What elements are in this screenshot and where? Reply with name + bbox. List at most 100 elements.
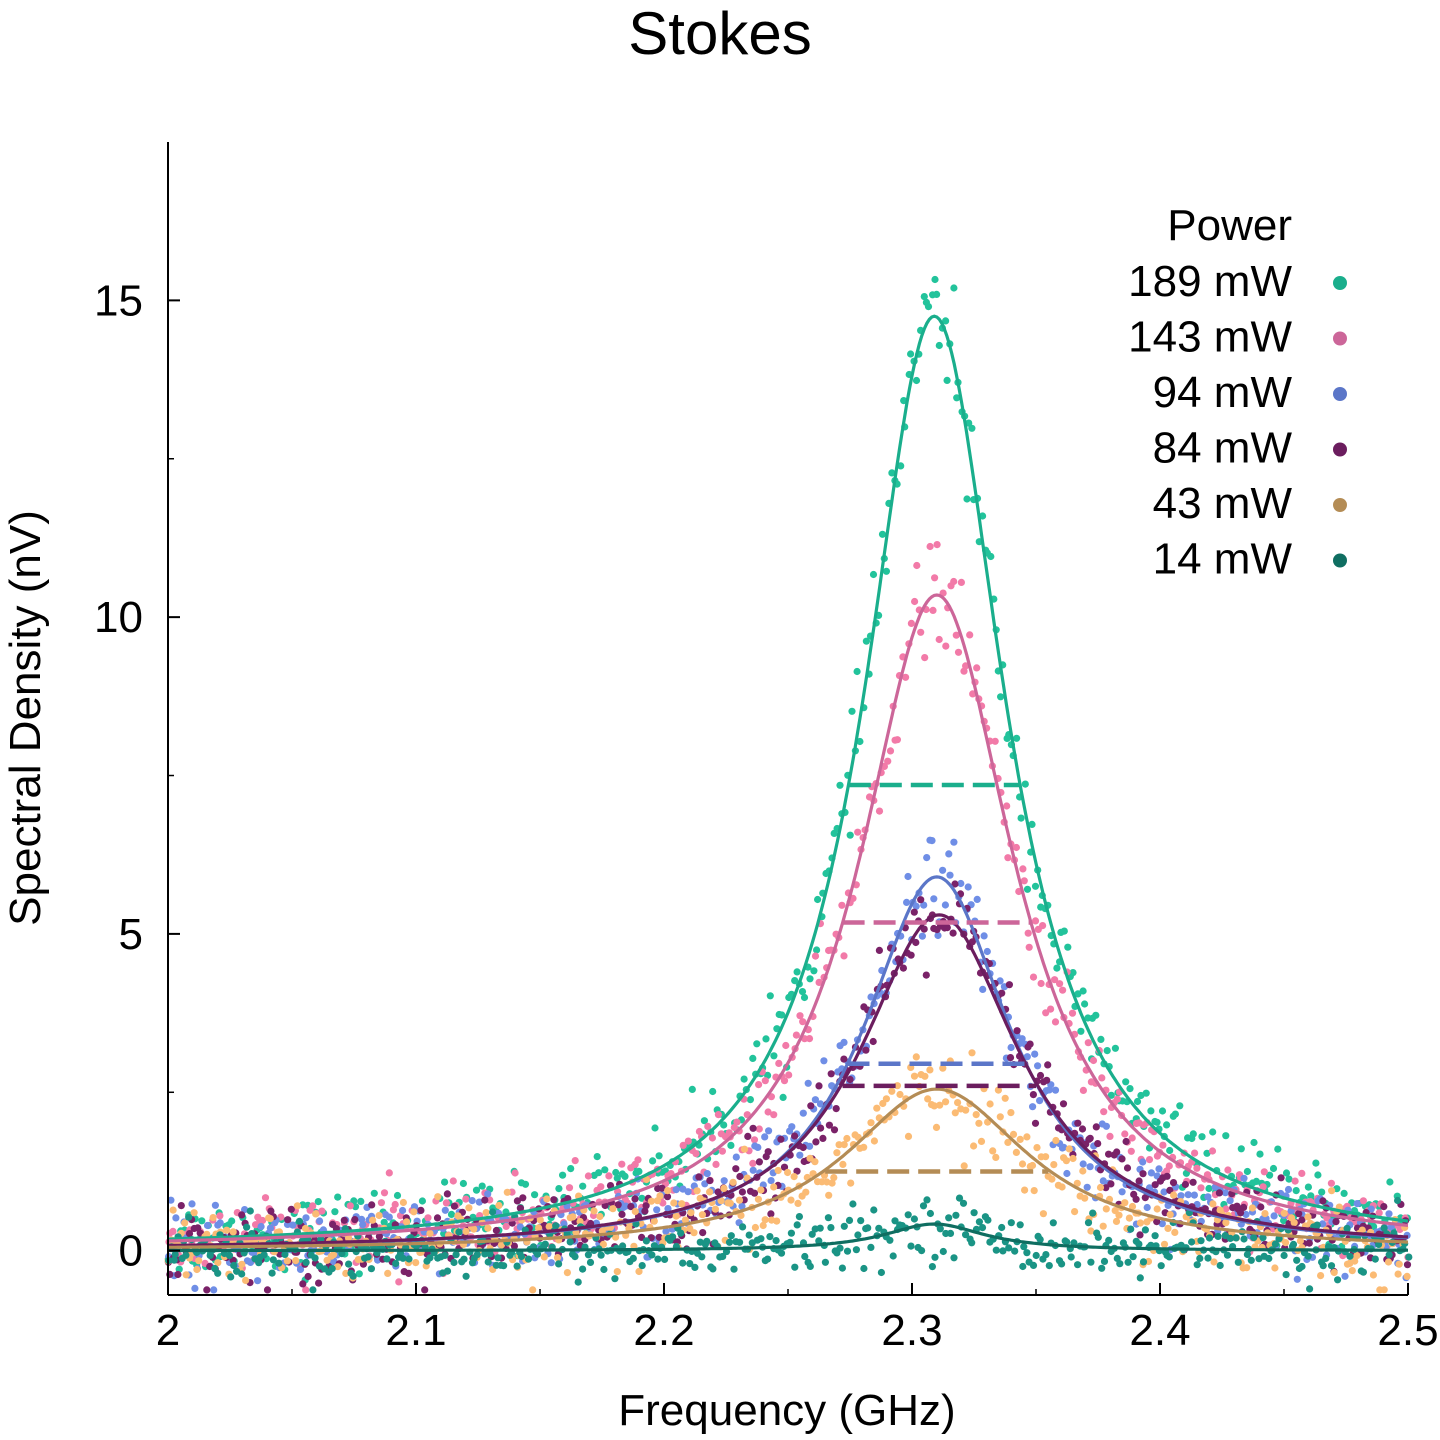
data-point (699, 1229, 707, 1237)
data-point (739, 1223, 747, 1231)
half-max-lines-layer (825, 782, 1049, 1174)
data-point (1171, 1228, 1179, 1236)
data-point (1292, 1187, 1300, 1195)
data-point (1092, 1011, 1100, 1019)
data-point (718, 1147, 727, 1155)
data-point (819, 1134, 827, 1142)
data-point (849, 1200, 857, 1208)
data-point (762, 1035, 770, 1043)
data-point (283, 1257, 291, 1265)
data-point (648, 1251, 656, 1259)
data-point (755, 1081, 763, 1089)
data-point (559, 1171, 567, 1179)
data-point (214, 1259, 222, 1267)
data-point (936, 1225, 944, 1233)
data-point (359, 1221, 367, 1229)
data-point (1042, 1251, 1050, 1259)
data-point (1289, 1240, 1298, 1248)
data-point (417, 1206, 425, 1214)
data-point (815, 1237, 823, 1245)
data-point (426, 1229, 434, 1237)
data-point (1243, 1167, 1251, 1176)
data-point (1334, 1276, 1342, 1284)
data-point (791, 1263, 799, 1271)
data-point (934, 931, 942, 940)
data-point (928, 837, 936, 845)
data-point (460, 1255, 468, 1263)
data-point (672, 1212, 680, 1220)
data-point (1304, 1183, 1312, 1191)
data-point (309, 1202, 317, 1210)
data-point (403, 1218, 411, 1226)
data-point (1291, 1177, 1299, 1185)
data-point (266, 1224, 274, 1232)
data-point (393, 1191, 402, 1200)
data-point (736, 1238, 744, 1246)
data-point (852, 1246, 861, 1254)
data-point (1081, 1194, 1089, 1202)
data-point (531, 1191, 539, 1199)
data-point (565, 1184, 574, 1192)
data-point (1121, 1199, 1129, 1207)
data-point (942, 317, 950, 325)
data-point (759, 1221, 767, 1230)
x-tick-label: 2.3 (881, 1306, 942, 1355)
data-point (1385, 1251, 1393, 1259)
data-point (1031, 1050, 1039, 1058)
axes: 2 2.1 2.2 2.3 2.4 2.5 0 5 10 15 (94, 142, 1439, 1355)
data-point (1139, 1170, 1147, 1178)
data-point (312, 1210, 320, 1218)
data-point (1113, 1148, 1121, 1156)
data-point (627, 1203, 635, 1211)
data-point (840, 1055, 848, 1063)
data-point (654, 1255, 662, 1263)
data-point (1369, 1271, 1377, 1279)
data-point (1312, 1159, 1320, 1167)
data-point (1271, 1264, 1279, 1272)
data-point (870, 1206, 878, 1214)
data-point (732, 1165, 740, 1173)
data-point (679, 1259, 687, 1267)
data-point (1257, 1203, 1265, 1211)
data-point (1290, 1219, 1298, 1227)
data-point (1006, 1054, 1015, 1062)
data-point (172, 1214, 180, 1222)
data-point (775, 1059, 783, 1067)
data-point (910, 1072, 919, 1080)
data-point (1099, 1177, 1107, 1185)
data-point (1096, 1183, 1105, 1192)
data-point (820, 1057, 828, 1065)
data-point (167, 1196, 175, 1204)
legend-label-series-2: 94 mW (1153, 368, 1293, 417)
data-point (1181, 1180, 1189, 1189)
data-point (752, 1250, 760, 1258)
data-point (692, 1150, 700, 1158)
legend-title: Power (1167, 201, 1292, 250)
data-point (1105, 1236, 1113, 1244)
data-point (787, 1229, 796, 1237)
data-point (738, 1188, 747, 1196)
data-point (185, 1230, 194, 1238)
data-point (1121, 1130, 1129, 1138)
data-point (1222, 1205, 1230, 1213)
data-point (1215, 1189, 1223, 1197)
data-point (910, 1215, 919, 1223)
data-point (952, 1211, 960, 1219)
data-point (214, 1269, 222, 1277)
data-point (1209, 1128, 1217, 1136)
data-point (681, 1216, 690, 1224)
data-point (719, 1252, 727, 1261)
data-point (181, 1219, 189, 1227)
data-point (738, 1202, 746, 1210)
data-point (877, 1268, 886, 1277)
data-point (584, 1172, 593, 1180)
data-point (757, 1235, 765, 1243)
data-point (473, 1251, 481, 1259)
data-point (1242, 1210, 1250, 1219)
data-point (811, 1096, 820, 1104)
data-point (590, 1207, 598, 1215)
data-point (1136, 1274, 1144, 1282)
data-point (1160, 1188, 1168, 1196)
data-point (1403, 1261, 1412, 1269)
data-point (375, 1211, 383, 1220)
